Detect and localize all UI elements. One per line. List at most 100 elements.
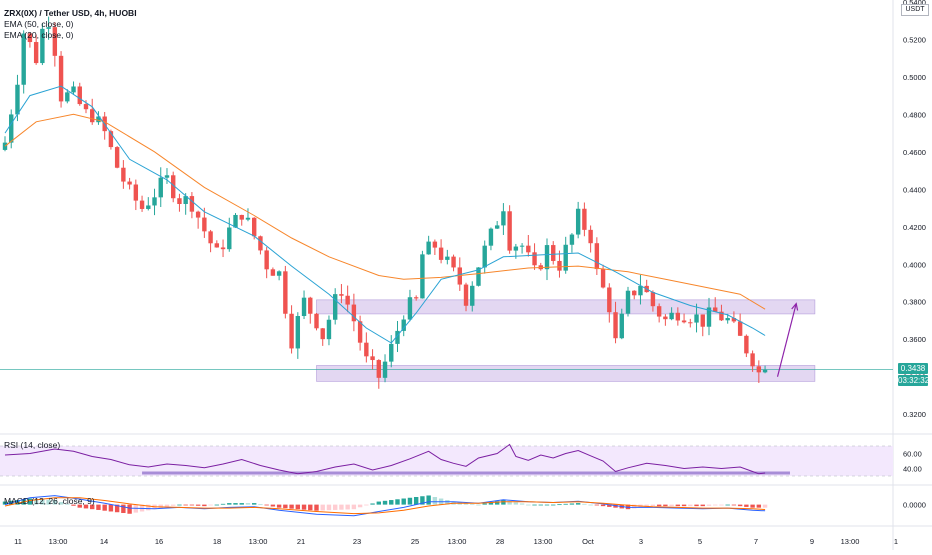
macd-histogram-bar xyxy=(208,504,213,506)
candle-body xyxy=(189,196,195,212)
candle-body xyxy=(713,307,718,312)
macd-histogram-bar xyxy=(65,503,70,505)
candle-body xyxy=(108,131,114,148)
macd-histogram-bar xyxy=(750,504,755,508)
currency-unit[interactable]: USDT xyxy=(901,4,929,16)
candle-body xyxy=(594,243,600,270)
candle-body xyxy=(40,28,45,64)
candle-body xyxy=(171,175,176,199)
macd-histogram-bar xyxy=(83,504,89,509)
macd-histogram-bar xyxy=(264,504,269,506)
candle-body xyxy=(582,208,587,230)
ema20-line xyxy=(4,85,766,344)
time-tick-label: 16 xyxy=(155,537,163,546)
time-tick-label: 9 xyxy=(810,537,814,546)
macd-histogram-bar xyxy=(663,504,668,507)
candle-body xyxy=(258,236,263,251)
time-tick-label: 21 xyxy=(297,537,305,546)
macd-histogram-bar xyxy=(283,504,288,509)
macd-histogram-bar xyxy=(744,504,749,507)
candle-body xyxy=(320,328,325,340)
macd-histogram-bar xyxy=(314,504,319,511)
candle-body xyxy=(737,321,743,336)
macd-histogram-bar xyxy=(96,504,101,510)
candle-body xyxy=(551,245,556,261)
ema50-legend[interactable]: EMA (50, close, 0) xyxy=(4,19,74,29)
candle-body xyxy=(208,231,213,244)
rsi-legend[interactable]: RSI (14, close) xyxy=(4,440,61,450)
price-tick-label: 0.4400 xyxy=(903,185,926,194)
candle-body xyxy=(9,114,14,143)
symbol-title[interactable]: ZRX(0X) / Tether USD, 4h, HUOBI xyxy=(4,8,137,18)
candle-body xyxy=(706,307,712,327)
macd-histogram-bar xyxy=(488,502,494,505)
macd-histogram-bar xyxy=(239,503,244,505)
macd-histogram-bar xyxy=(252,503,257,505)
candle-body xyxy=(731,318,737,322)
macd-histogram-bar xyxy=(607,504,612,507)
candle-body xyxy=(575,208,581,235)
candle-body xyxy=(326,319,332,340)
candle-body xyxy=(364,342,369,357)
candle-body xyxy=(245,217,251,220)
macd-histogram-bar xyxy=(582,503,587,505)
candle-body xyxy=(420,254,425,299)
macd-histogram-bar xyxy=(569,503,575,505)
macd-histogram-bar xyxy=(526,504,531,506)
candle-body xyxy=(451,256,456,268)
macd-histogram-bar xyxy=(513,502,519,505)
candle-body xyxy=(507,211,512,251)
candle-body xyxy=(164,175,170,178)
candle-body xyxy=(276,271,282,276)
candle-body xyxy=(376,360,381,378)
macd-histogram-bar xyxy=(71,504,76,506)
candle-body xyxy=(158,177,163,198)
candle-body xyxy=(146,205,151,209)
macd-histogram-bar xyxy=(588,504,593,506)
candle-body xyxy=(532,252,537,266)
candle-body xyxy=(600,269,606,288)
ema20-legend[interactable]: EMA (20, close, 0) xyxy=(4,30,74,40)
current-price-badge: 0.3438 xyxy=(898,363,928,374)
candle-body xyxy=(152,197,157,206)
candle-body xyxy=(90,109,95,123)
macd-line xyxy=(4,495,766,517)
candle-body xyxy=(625,290,631,314)
macd-histogram-bar xyxy=(345,504,350,510)
macd-histogram-bar xyxy=(102,504,107,511)
time-tick-label: 13:00 xyxy=(841,537,860,546)
bar-countdown-badge: 03:32:32 xyxy=(898,375,930,386)
candle-body xyxy=(432,241,438,248)
candle-body xyxy=(220,247,226,250)
candle-body xyxy=(183,196,188,205)
macd-histogram-bar xyxy=(58,501,64,505)
macd-histogram-bar xyxy=(270,504,276,507)
macd-histogram-bar xyxy=(669,504,674,507)
macd-histogram-bar xyxy=(220,503,226,505)
macd-histogram-bar xyxy=(121,504,126,513)
macd-histogram-bar xyxy=(171,504,176,506)
time-tick-label: 23 xyxy=(353,537,361,546)
macd-histogram-bar xyxy=(688,504,693,507)
candle-body xyxy=(33,42,39,64)
candle-body xyxy=(688,322,693,324)
macd-legend[interactable]: MACD (12, 26, close, 9) xyxy=(4,496,95,506)
macd-histogram-bar xyxy=(395,499,400,505)
candle-body xyxy=(58,55,64,102)
price-tick-label: 0.5200 xyxy=(903,35,926,44)
price-tick-label: 0.3800 xyxy=(903,298,926,307)
candle-body xyxy=(202,217,207,232)
macd-histogram-bar xyxy=(519,503,525,505)
time-tick-label: 13:00 xyxy=(249,537,268,546)
candle-body xyxy=(121,167,126,182)
macd-histogram-bar xyxy=(482,503,487,505)
rsi-tick-label: 40.00 xyxy=(903,465,922,474)
candle-body xyxy=(127,181,132,185)
candle-body xyxy=(77,86,82,105)
macd-histogram-bar xyxy=(158,504,163,509)
support-resistance-zone xyxy=(316,365,816,382)
projection-arrow-line xyxy=(776,303,797,377)
macd-histogram-bar xyxy=(644,504,649,507)
